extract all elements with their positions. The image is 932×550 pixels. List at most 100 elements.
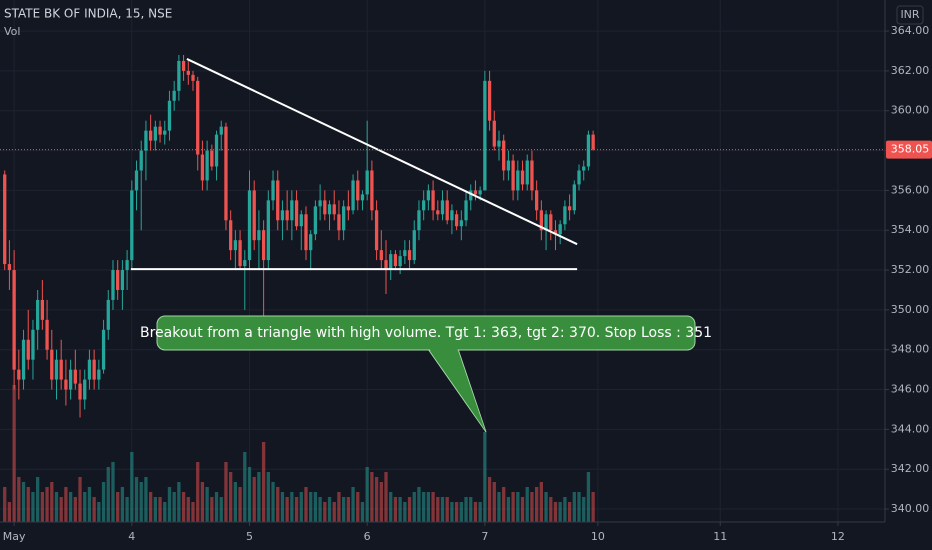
- volume-bar: [229, 472, 233, 522]
- volume-bar: [454, 502, 459, 522]
- y-tick-label: 354.00: [891, 223, 930, 236]
- y-tick-label: 342.00: [891, 462, 930, 475]
- volume-bar: [167, 487, 172, 522]
- volume-bar: [92, 497, 96, 522]
- volume-bar: [360, 502, 365, 522]
- candle-body: [365, 170, 369, 195]
- volume-bar: [459, 502, 463, 522]
- candle-body: [422, 200, 426, 211]
- volume-bar: [68, 492, 73, 522]
- candle-body: [186, 70, 190, 75]
- candle-body: [473, 190, 478, 195]
- candle-body: [341, 206, 346, 231]
- candle-body: [167, 100, 172, 131]
- currency-badge: [896, 5, 924, 25]
- candle-body: [379, 250, 383, 261]
- volume-bar: [290, 492, 294, 522]
- candle-body: [440, 200, 445, 215]
- candle-body: [130, 190, 134, 261]
- candle-body: [210, 150, 214, 167]
- candle-body: [497, 140, 501, 147]
- candle-body: [370, 170, 374, 211]
- volume-bar: [134, 477, 139, 522]
- candle-body: [21, 339, 26, 380]
- volume-bar: [313, 492, 318, 522]
- candle-body: [247, 190, 252, 261]
- trend-line: [186, 58, 578, 246]
- candle-body: [3, 174, 7, 265]
- volume-bar: [266, 472, 270, 522]
- volume-bar: [196, 462, 200, 522]
- volume-bar: [172, 492, 176, 522]
- candle-body: [351, 180, 355, 211]
- candle-body: [318, 200, 322, 207]
- volume-bar: [50, 482, 54, 522]
- volume-bar: [591, 492, 595, 522]
- candle-body: [181, 60, 186, 71]
- candle-body: [450, 210, 454, 221]
- candle-body: [87, 359, 92, 380]
- last-price-badge: [886, 140, 932, 159]
- candle-body: [177, 60, 181, 91]
- volume-bar: [478, 502, 482, 522]
- volume-bar: [327, 497, 332, 522]
- volume-bar: [341, 497, 346, 522]
- candle-body: [144, 130, 148, 151]
- y-tick-label: 360.00: [891, 104, 930, 117]
- candle-body: [64, 379, 68, 390]
- volume-bar: [271, 482, 275, 522]
- candle-body: [426, 190, 431, 201]
- candle-body: [172, 90, 176, 101]
- candle-body: [412, 230, 416, 261]
- candle-body: [478, 190, 482, 195]
- candle-body: [591, 134, 595, 150]
- annotation: Breakout from a triangle with high volum…: [140, 315, 712, 433]
- chart-title: STATE BK OF INDIA, 15, NSE: [4, 7, 172, 21]
- candle-body: [92, 359, 96, 380]
- candle-body: [68, 369, 73, 390]
- candle-body: [549, 214, 553, 231]
- volume-label: Vol: [4, 25, 20, 38]
- candle-body: [224, 126, 228, 221]
- candle-body: [487, 80, 492, 121]
- volume-bar: [247, 467, 252, 522]
- candle-body: [261, 230, 266, 261]
- volume-bar: [83, 492, 87, 522]
- volume-bar: [243, 452, 247, 522]
- candle-body: [454, 214, 459, 227]
- volume-bar: [26, 487, 30, 522]
- candle-body: [553, 230, 558, 235]
- y-tick-label: 350.00: [891, 303, 930, 316]
- volume-bar: [97, 502, 101, 522]
- volume-bar: [200, 482, 205, 522]
- volume-bar: [539, 482, 544, 522]
- volume-bar: [337, 492, 341, 522]
- volume-bar: [577, 492, 581, 522]
- candle-body: [153, 126, 157, 141]
- candle-body: [506, 160, 511, 171]
- volume-bar: [181, 492, 186, 522]
- candle-body: [492, 120, 496, 147]
- candle-body: [125, 260, 129, 271]
- x-tick-label: 10: [591, 530, 605, 543]
- candle-body: [214, 134, 219, 167]
- volume-bar: [120, 487, 125, 522]
- candle-body: [346, 206, 350, 211]
- volume-bar: [59, 497, 63, 522]
- candle-body: [393, 254, 398, 267]
- volume-bar: [40, 492, 45, 522]
- volume-bar: [309, 492, 313, 522]
- candle-body: [535, 190, 539, 211]
- candle-body: [229, 220, 233, 251]
- volume-bar: [294, 497, 299, 522]
- volume-bar: [130, 452, 134, 522]
- y-tick-label: 352.00: [891, 263, 930, 276]
- volume-bar: [31, 492, 35, 522]
- candle-body: [257, 230, 261, 241]
- volume-bar: [473, 502, 478, 522]
- volume-bar: [374, 477, 379, 522]
- annotation-text: Breakout from a triangle with high volum…: [140, 325, 712, 341]
- candle-body: [31, 329, 35, 360]
- volume-bar: [318, 497, 322, 522]
